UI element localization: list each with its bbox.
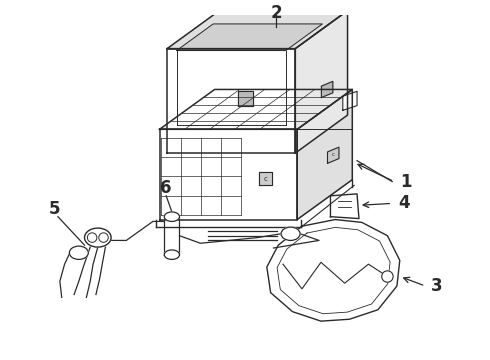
Text: c: c xyxy=(332,152,335,157)
Polygon shape xyxy=(167,11,347,49)
Polygon shape xyxy=(167,49,295,153)
Text: 4: 4 xyxy=(398,194,410,212)
Polygon shape xyxy=(297,89,352,220)
Text: 6: 6 xyxy=(160,179,172,197)
Polygon shape xyxy=(330,194,359,219)
Polygon shape xyxy=(267,220,400,321)
Ellipse shape xyxy=(85,228,111,247)
Polygon shape xyxy=(295,11,347,153)
Ellipse shape xyxy=(70,246,88,260)
Ellipse shape xyxy=(87,233,97,242)
Polygon shape xyxy=(321,81,333,98)
Ellipse shape xyxy=(99,233,108,242)
Text: c: c xyxy=(264,176,267,181)
Polygon shape xyxy=(327,147,339,163)
Polygon shape xyxy=(160,89,352,129)
Ellipse shape xyxy=(281,227,300,240)
Polygon shape xyxy=(343,91,357,111)
Text: 1: 1 xyxy=(400,172,411,190)
Ellipse shape xyxy=(164,212,179,221)
Polygon shape xyxy=(176,24,322,50)
Polygon shape xyxy=(238,91,253,106)
Ellipse shape xyxy=(164,250,179,260)
Text: 2: 2 xyxy=(270,4,282,22)
Polygon shape xyxy=(259,172,272,185)
Text: 3: 3 xyxy=(431,277,443,295)
Polygon shape xyxy=(164,217,179,255)
Circle shape xyxy=(382,271,393,282)
Text: 5: 5 xyxy=(49,200,60,218)
Polygon shape xyxy=(160,129,297,220)
